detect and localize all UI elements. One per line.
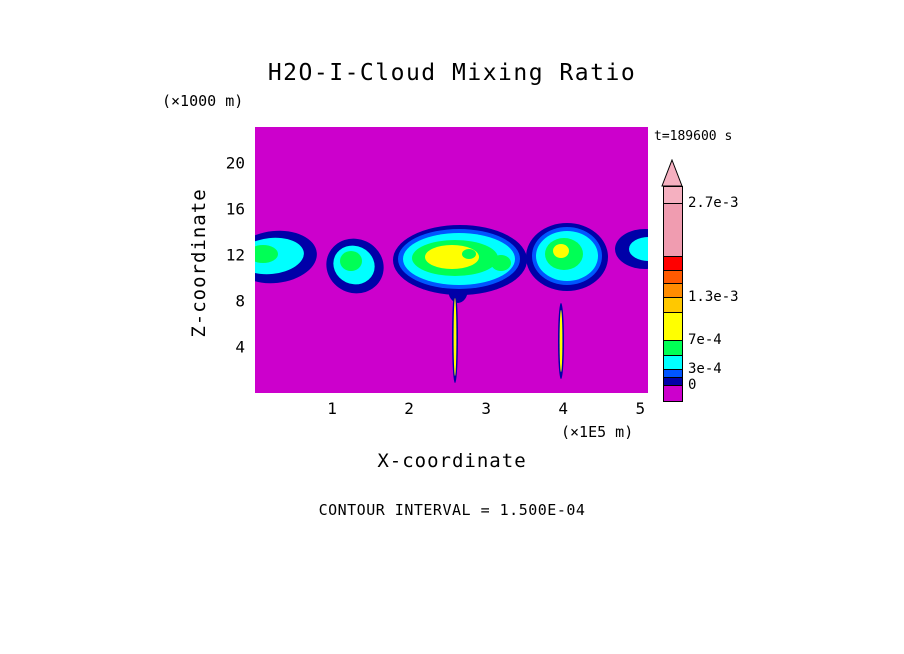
cloud-contour-blob — [453, 298, 457, 376]
cloud-contour-blob — [629, 237, 648, 261]
y-tick-label: 12 — [225, 245, 245, 265]
colorbar-segment — [664, 298, 682, 313]
x-tick-label: 2 — [404, 399, 414, 418]
cloud-contour-blob — [491, 255, 511, 271]
colorbar-segment — [664, 271, 682, 284]
chart-title: H2O-I-Cloud Mixing Ratio — [267, 60, 637, 86]
x-tick-label: 4 — [558, 399, 569, 418]
colorbar-segment — [664, 356, 682, 370]
cloud-contour-blob — [462, 249, 476, 259]
colorbar-segment — [664, 378, 682, 386]
colorbar-tick-label: 0 — [688, 377, 697, 393]
y-axis-units-label: (×1000 m) — [162, 92, 244, 110]
cloud-contour-blob — [559, 310, 563, 372]
colorbar-segment — [664, 386, 682, 401]
colorbar-tick-label: 2.7e-3 — [688, 195, 739, 211]
y-tick-label: 20 — [225, 153, 245, 173]
time-label: t=189600 s — [654, 129, 733, 144]
y-axis-title: Z-coordinate — [188, 188, 210, 338]
cloud-contour-blob — [340, 251, 362, 271]
colorbar-segment — [664, 204, 682, 257]
contour-plot-svg — [255, 127, 648, 393]
contour-interval-label: CONTOUR INTERVAL = 1.500E-04 — [318, 501, 586, 519]
colorbar-segment — [664, 341, 682, 356]
colorbar-tick-label: 1.3e-3 — [688, 289, 739, 305]
colorbar-segment — [664, 257, 682, 271]
x-tick-label: 5 — [635, 399, 646, 418]
colorbar-segment — [664, 313, 682, 341]
colorbar-tick-label: 7e-4 — [688, 332, 722, 348]
y-tick-label: 8 — [235, 291, 245, 311]
x-tick-label: 3 — [481, 399, 491, 418]
colorbar-segment — [664, 187, 682, 204]
colorbar — [663, 186, 683, 402]
cloud-contour-blob — [553, 244, 569, 258]
colorbar-segment — [664, 284, 682, 298]
x-tick-label: 1 — [327, 399, 337, 418]
y-tick-label: 4 — [235, 337, 245, 357]
cloud-contour-blob — [255, 245, 278, 263]
colorbar-overflow-arrow-icon — [661, 159, 683, 187]
colorbar-segment — [664, 370, 682, 378]
plot-area — [255, 127, 648, 393]
x-axis-title: X-coordinate — [377, 450, 527, 472]
y-tick-label: 16 — [225, 199, 245, 219]
x-axis-units-label: (×1E5 m) — [561, 423, 634, 441]
colorbar-tick-label: 3e-4 — [688, 361, 722, 377]
